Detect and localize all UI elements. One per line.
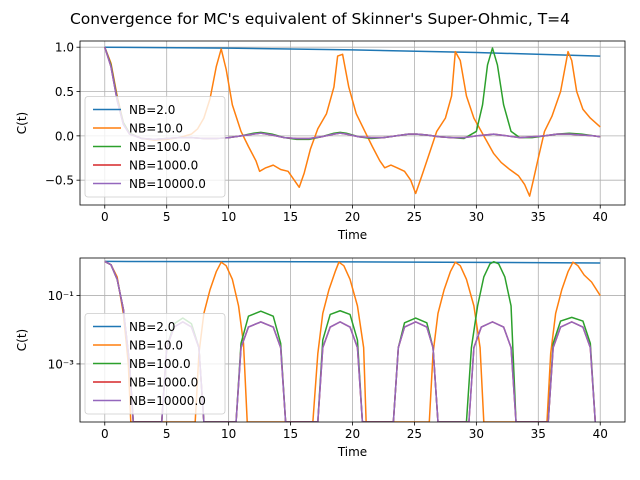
y-tick-label: 10⁻³: [48, 357, 75, 371]
series-line-NB=2.0: [104, 260, 601, 264]
y-tick-label: 1.0: [55, 41, 74, 55]
x-tick-label: 5: [163, 427, 171, 441]
legend-label: NB=100.0: [129, 357, 191, 371]
legend-label: NB=1000.0: [129, 159, 198, 173]
x-tick-label: 40: [593, 427, 608, 441]
x-tick-label: 0: [101, 210, 109, 224]
legend: NB=2.0 NB=10.0 NB=100.0 NB=1000.0 NB=10000.0: [84, 313, 226, 415]
series-line-NB=2.0: [104, 46, 601, 57]
x-tick-label: 25: [407, 210, 422, 224]
legend-label: NB=10.0: [129, 339, 183, 353]
legend: NB=2.0 NB=10.0 NB=100.0 NB=1000.0 NB=10000.0: [84, 96, 226, 198]
x-axis-label: Time: [337, 228, 367, 242]
y-axis-label: C(t): [15, 329, 29, 351]
legend-label: NB=10000.0: [129, 394, 206, 408]
legend-label: NB=100.0: [129, 140, 191, 154]
y-tick-label: 0.5: [55, 85, 74, 99]
x-tick-label: 0: [101, 427, 109, 441]
top-linear-panel: 0 5 10 15 20 25 30 35 40 −0.5 0.0 0.5 1.0 Time C(t) NB=…: [15, 40, 626, 242]
x-tick-label: 30: [469, 427, 484, 441]
x-tick-label: 15: [283, 210, 298, 224]
legend-box: [84, 96, 226, 198]
figure-title: Convergence for MC's equivalent of Skinn…: [70, 10, 570, 28]
y-tick-label: 10⁻¹: [48, 289, 75, 303]
x-tick-label: 15: [283, 427, 298, 441]
x-tick-label: 5: [163, 210, 171, 224]
legend-label: NB=2.0: [129, 103, 175, 117]
x-tick-label: 10: [221, 210, 236, 224]
x-tick-label: 40: [593, 210, 608, 224]
legend-label: NB=10000.0: [129, 177, 206, 191]
x-tick-label: 20: [345, 427, 360, 441]
bottom-log-panel: 0 5 10 15 20 25 30 35 4010⁻¹10⁻³TimeC(t)NB=2.0NB…: [15, 257, 626, 459]
legend-box: [84, 313, 226, 415]
legend-label: NB=10.0: [129, 122, 183, 136]
x-tick-label: 25: [407, 427, 422, 441]
legend-label: NB=2.0: [129, 320, 175, 334]
x-tick-label: 10: [221, 427, 236, 441]
x-tick-label: 35: [531, 427, 546, 441]
x-tick-label: 35: [531, 210, 546, 224]
x-tick-label: 20: [345, 210, 360, 224]
y-tick-label: 0.0: [55, 129, 74, 143]
y-tick-label: −0.5: [45, 174, 74, 188]
y-axis-label: C(t): [15, 112, 29, 134]
x-tick-label: 30: [469, 210, 484, 224]
legend-label: NB=1000.0: [129, 376, 198, 390]
x-axis-label: Time: [337, 445, 367, 459]
